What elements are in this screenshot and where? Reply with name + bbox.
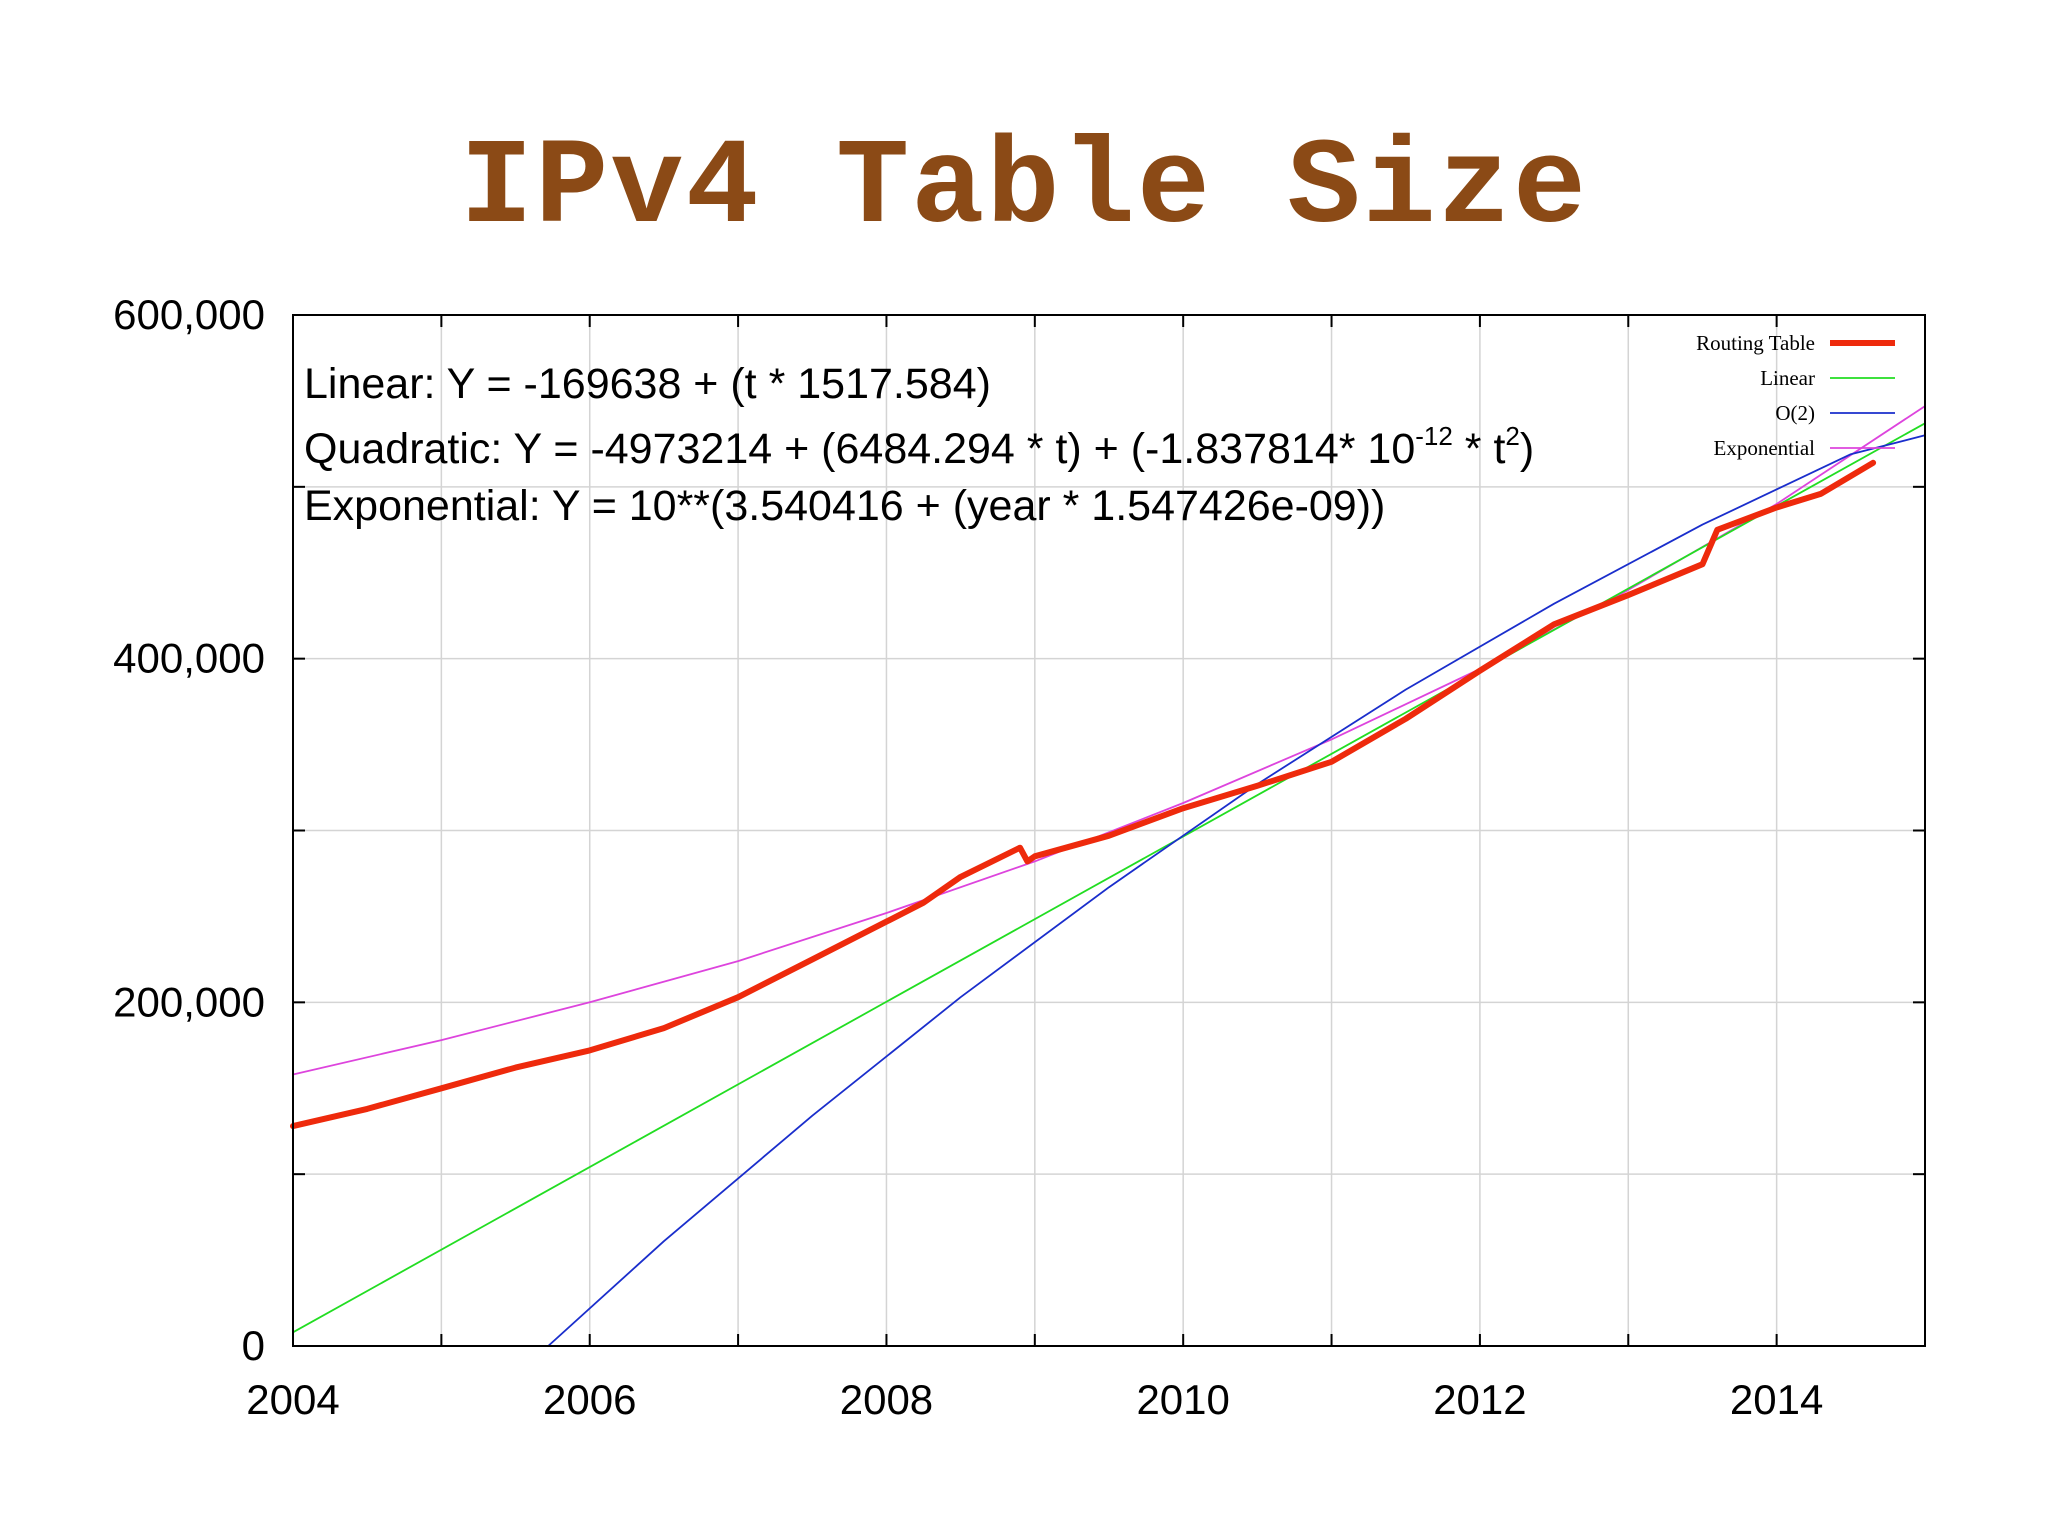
series-layer	[290, 405, 1926, 1347]
legend-label: Linear	[1760, 366, 1815, 390]
quadratic-equation-exponent: -12	[1415, 421, 1453, 451]
series-o-2-	[547, 434, 1926, 1347]
legend-label: Exponential	[1714, 436, 1816, 460]
y-tick-label: 600,000	[113, 291, 265, 338]
y-tick-label: 200,000	[113, 978, 265, 1025]
exponential-equation: Exponential: Y = 10**(3.540416 + (year *…	[304, 482, 1386, 530]
series-routing-table	[290, 459, 1877, 1130]
y-tick-label: 0	[242, 1322, 265, 1369]
x-tick-label: 2006	[543, 1376, 636, 1423]
y-tick-label: 400,000	[113, 635, 265, 682]
x-tick-label: 2010	[1136, 1376, 1229, 1423]
ticks: 2004 2006 2008 2010 2012 2014 0 200,000 400,000 6…	[113, 291, 1926, 1423]
quadratic-equation-end: )	[1519, 425, 1535, 473]
legend-label: Routing Table	[1696, 331, 1815, 355]
legend-label: O(2)	[1775, 401, 1815, 425]
quadratic-equation-mid: * t	[1452, 425, 1506, 473]
x-tick-label: 2012	[1433, 1376, 1526, 1423]
quadratic-equation-main: Quadratic: Y = -4973214 + (6484.294 * t)…	[304, 425, 1416, 473]
quadratic-equation: Quadratic: Y = -4973214 + (6484.294 * t)…	[304, 423, 1534, 471]
quadratic-equation-square: 2	[1505, 421, 1520, 451]
x-tick-label: 2014	[1730, 1376, 1823, 1423]
slide-title: IPv4 Table Size	[459, 119, 1589, 258]
x-tick-label: 2004	[246, 1376, 339, 1423]
x-tick-label: 2008	[840, 1376, 933, 1423]
linear-equation: Linear: Y = -169638 + (t * 1517.584)	[304, 360, 991, 408]
legend: Routing Table Linear O(2) Exponential	[1696, 331, 1895, 460]
series-linear	[292, 422, 1926, 1334]
